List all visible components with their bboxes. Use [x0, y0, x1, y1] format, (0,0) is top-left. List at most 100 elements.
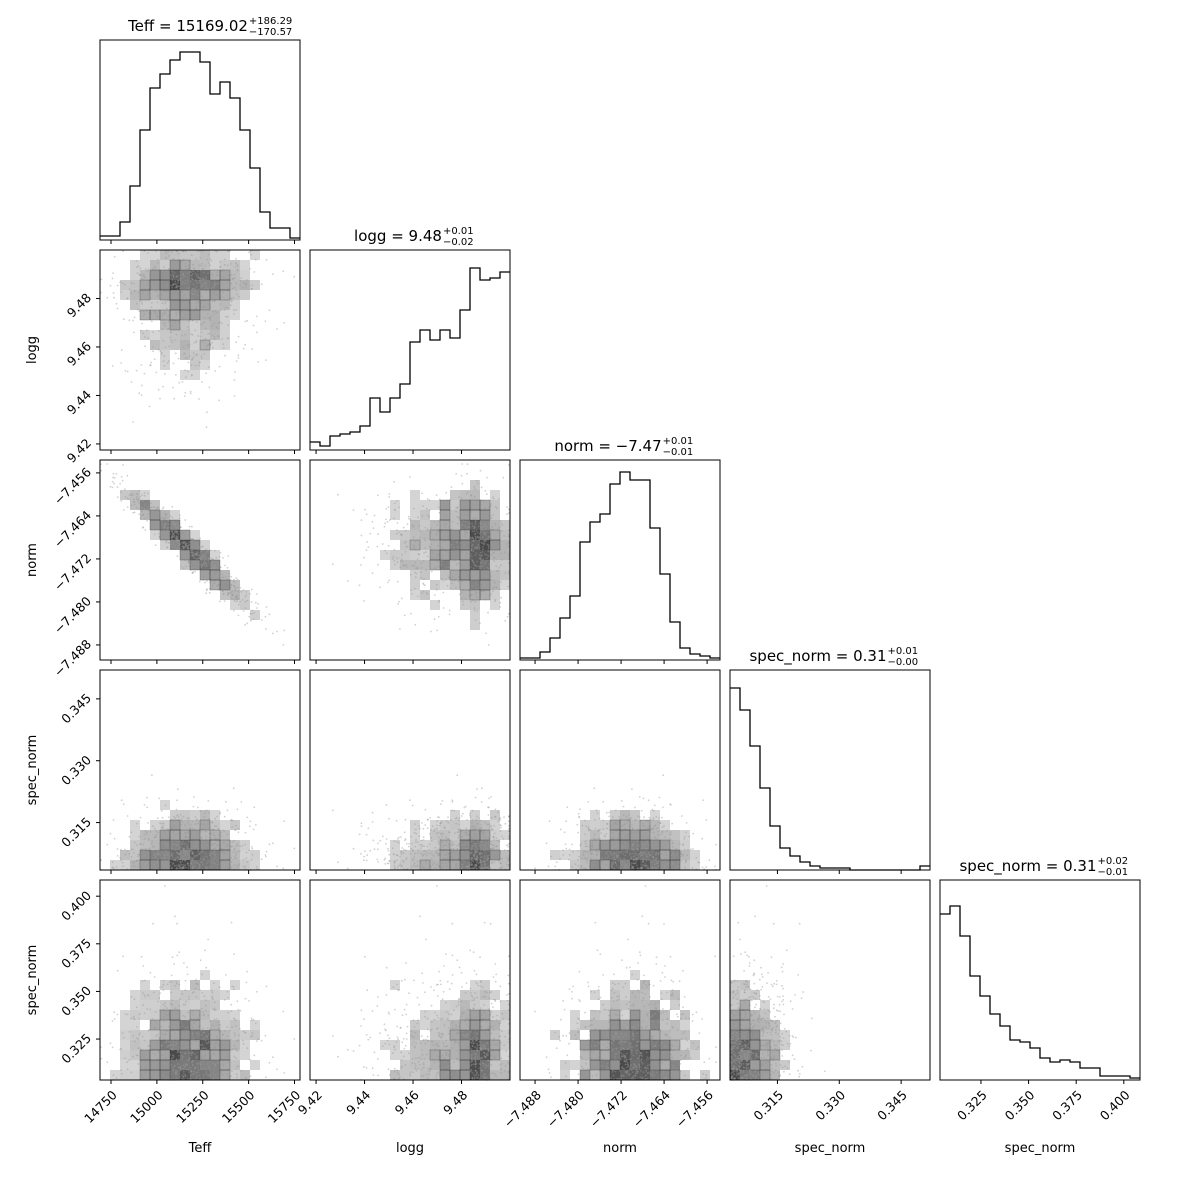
sample-point — [421, 845, 423, 847]
sample-point — [130, 504, 133, 507]
sample-point — [604, 847, 607, 850]
density-cell — [760, 1050, 770, 1060]
sample-point — [193, 310, 196, 313]
sample-point — [420, 592, 423, 595]
density-cell — [570, 1020, 580, 1030]
sample-point — [587, 851, 589, 854]
sample-point — [188, 541, 191, 544]
density-cell — [190, 280, 200, 290]
sample-point — [250, 287, 253, 290]
sample-point — [477, 544, 480, 546]
density-cell — [160, 350, 170, 360]
density-cell — [490, 840, 500, 850]
sample-point — [198, 848, 200, 850]
sample-point — [432, 552, 434, 555]
density-cell — [400, 560, 410, 570]
density-cell — [180, 300, 190, 310]
sample-point — [489, 527, 491, 529]
density-cell — [450, 820, 460, 830]
sample-point — [233, 839, 236, 842]
sample-point — [420, 571, 422, 574]
sample-point — [176, 540, 179, 543]
sample-point — [422, 854, 424, 857]
density-cell — [500, 570, 510, 580]
sample-point — [175, 824, 178, 827]
density-cell — [680, 850, 690, 860]
sample-point — [498, 839, 501, 841]
sample-point — [411, 524, 414, 527]
sample-point — [227, 324, 230, 327]
sample-point — [465, 527, 468, 529]
sample-point — [245, 851, 248, 854]
sample-point — [450, 528, 453, 530]
sample-point — [441, 835, 444, 838]
density-cell — [250, 850, 260, 860]
density-cell — [620, 820, 630, 830]
sample-point — [376, 545, 379, 548]
sample-point — [631, 852, 634, 855]
sample-point — [164, 523, 166, 526]
sample-point — [416, 865, 419, 868]
sample-point — [232, 277, 235, 279]
sample-point — [179, 866, 182, 869]
density-cell — [650, 1040, 660, 1050]
density-cell — [130, 820, 140, 830]
sample-point — [466, 491, 469, 493]
sample-point — [474, 796, 477, 799]
sample-point — [410, 589, 413, 591]
sample-point — [430, 858, 433, 861]
sample-point — [478, 845, 481, 848]
sample-point — [233, 273, 236, 276]
sample-point — [135, 260, 138, 262]
sample-point — [251, 609, 254, 612]
sample-point — [157, 523, 160, 525]
sample-point — [507, 830, 510, 833]
sample-point — [462, 863, 465, 866]
sample-point — [112, 476, 114, 479]
sample-point — [500, 596, 503, 599]
sample-point — [481, 866, 484, 869]
density-cell — [200, 860, 210, 870]
sample-point — [494, 600, 497, 602]
density-cell — [110, 860, 120, 870]
sample-point — [467, 511, 470, 514]
density-cell — [190, 1060, 200, 1070]
sample-point — [447, 816, 449, 819]
sample-point — [473, 485, 476, 488]
sample-point — [495, 845, 498, 847]
sample-point — [191, 374, 193, 377]
sample-point — [457, 828, 460, 831]
sample-point — [200, 563, 202, 566]
sample-point — [233, 609, 235, 612]
sample-point — [617, 833, 620, 836]
sample-point — [282, 270, 285, 273]
sample-point — [205, 855, 208, 857]
density-cell — [210, 1060, 220, 1070]
sample-point — [135, 859, 138, 862]
sample-point — [132, 421, 134, 423]
density-cell — [210, 560, 220, 570]
sample-point — [411, 804, 414, 807]
sample-point — [228, 274, 231, 277]
density-cell — [600, 840, 610, 850]
sample-point — [113, 296, 115, 299]
sample-point — [225, 575, 227, 578]
sample-point — [171, 841, 174, 844]
density-cell — [470, 620, 480, 630]
density-cell — [670, 860, 680, 870]
sample-point — [655, 827, 658, 830]
sample-point — [140, 364, 143, 366]
sample-point — [168, 295, 171, 298]
density-cell — [130, 1060, 140, 1070]
sample-point — [203, 816, 206, 818]
density-cell — [220, 270, 230, 280]
sample-point — [632, 848, 635, 850]
sample-point — [168, 541, 171, 544]
density-cell — [420, 540, 430, 550]
sample-point — [257, 603, 260, 605]
sample-point — [233, 309, 235, 312]
sample-point — [153, 514, 156, 516]
density-cell — [630, 1070, 640, 1080]
sample-point — [197, 275, 200, 278]
sample-point — [478, 865, 481, 868]
